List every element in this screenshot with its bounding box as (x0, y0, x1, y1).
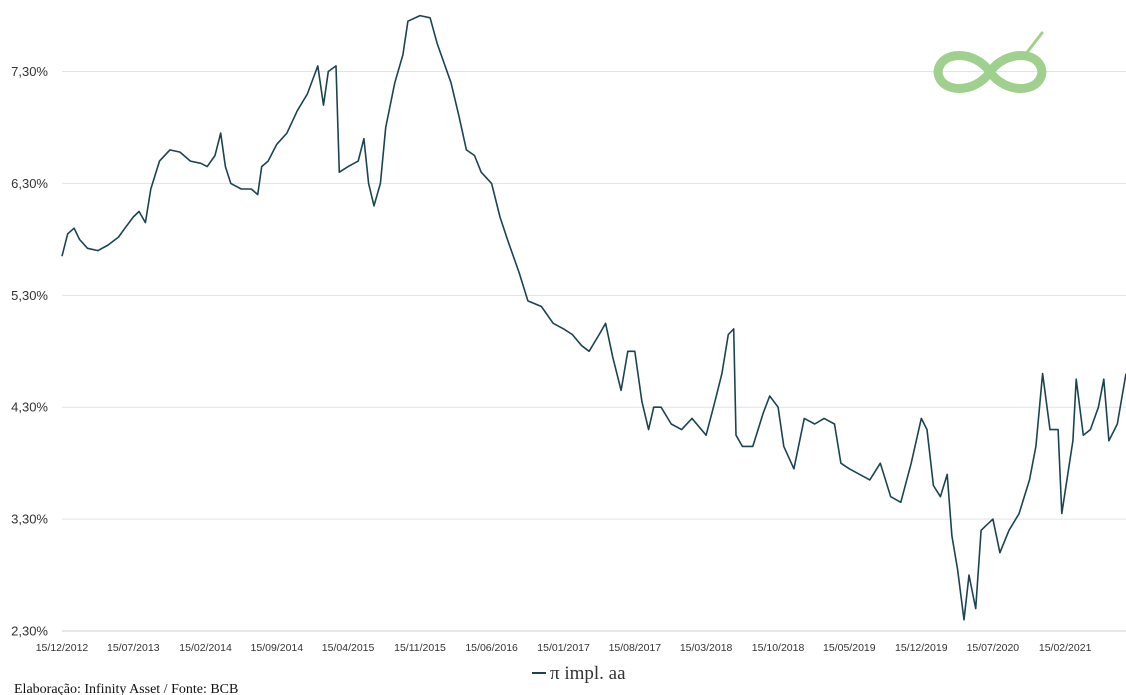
y-axis-ticks: 2,30% 3,30% 4,30% 5,30% 6,30% 7,30% (11, 64, 48, 638)
series-line-pi-impl-aa (61, 14, 1126, 621)
y-tick-label: 2,30% (11, 624, 48, 639)
source-note: Elaboração: Infinity Asset / Fonte: BCB (14, 682, 238, 695)
x-tick-label: 15/07/2020 (967, 642, 1020, 654)
x-tick-label: 15/03/2018 (680, 642, 733, 654)
x-tick-label: 15/12/2019 (895, 642, 948, 654)
x-tick-label: 15/08/2017 (609, 642, 662, 654)
x-tick-label: 15/01/2017 (537, 642, 590, 654)
legend: π impl. aa (532, 663, 626, 684)
x-axis-ticks: 15/12/2012 15/07/2013 15/02/2014 15/09/2014… (36, 642, 1092, 654)
x-tick-label: 15/02/2021 (1039, 642, 1092, 654)
x-tick-label: 15/12/2012 (36, 642, 89, 654)
infinity-icon (933, 51, 1047, 93)
x-tick-label: 15/04/2015 (322, 642, 375, 654)
y-tick-label: 7,30% (11, 64, 48, 79)
x-tick-label: 15/02/2014 (179, 642, 232, 654)
logo-swoosh (1023, 31, 1044, 57)
x-tick-label: 15/05/2019 (823, 642, 876, 654)
grid-lines (62, 71, 1126, 520)
legend-label: π impl. aa (550, 663, 626, 684)
y-tick-label: 6,30% (11, 176, 48, 191)
y-tick-label: 5,30% (11, 288, 48, 303)
y-tick-label: 3,30% (11, 512, 48, 527)
logo (933, 31, 1047, 93)
x-tick-label: 15/07/2013 (107, 642, 160, 654)
x-tick-label: 15/11/2015 (394, 642, 446, 654)
y-tick-label: 4,30% (11, 400, 48, 415)
x-tick-label: 15/10/2018 (752, 642, 805, 654)
x-tick-label: 15/09/2014 (251, 642, 304, 654)
x-tick-label: 15/06/2016 (465, 642, 518, 654)
